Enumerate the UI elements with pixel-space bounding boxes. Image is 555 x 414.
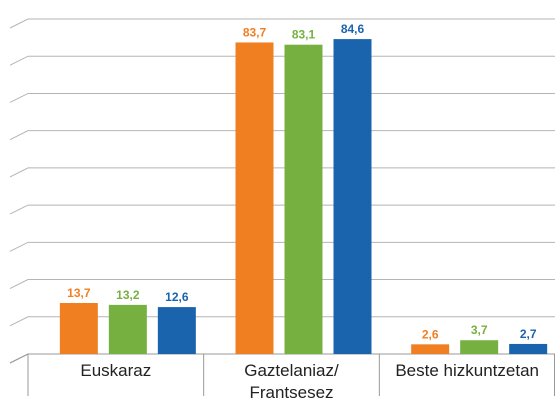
value-label: 83,1 <box>292 28 316 42</box>
value-label: 2,6 <box>422 327 439 341</box>
grid-line <box>9 92 555 103</box>
bar <box>333 39 372 354</box>
value-label: 13,2 <box>116 288 140 302</box>
grid-line <box>9 241 555 252</box>
value-label: 12,6 <box>165 290 189 304</box>
bar <box>157 307 196 354</box>
grid-line <box>9 316 555 327</box>
axis-corner <box>9 353 29 364</box>
x-tick-label: Gaztelaniaz/ Frantsesez <box>244 361 339 402</box>
x-tick-label: Beste hizkuntzetan <box>395 361 539 380</box>
bar <box>108 304 147 354</box>
value-label: 83,7 <box>243 25 267 39</box>
value-label: 2,7 <box>520 327 537 341</box>
grid-line <box>9 130 555 141</box>
bar <box>411 344 450 354</box>
bar <box>509 343 548 354</box>
bar <box>460 340 499 354</box>
grid-line <box>9 279 555 290</box>
value-label: 84,6 <box>341 22 365 36</box>
grid-line <box>9 18 555 29</box>
grid-line <box>9 167 555 178</box>
bar <box>235 42 274 354</box>
value-label: 13,7 <box>67 286 91 300</box>
bar <box>59 303 98 354</box>
x-tick-label: Euskaraz <box>80 361 152 380</box>
grid-line <box>9 55 555 66</box>
value-label: 3,7 <box>471 323 488 337</box>
bar <box>284 44 323 354</box>
grid-line <box>9 204 555 215</box>
